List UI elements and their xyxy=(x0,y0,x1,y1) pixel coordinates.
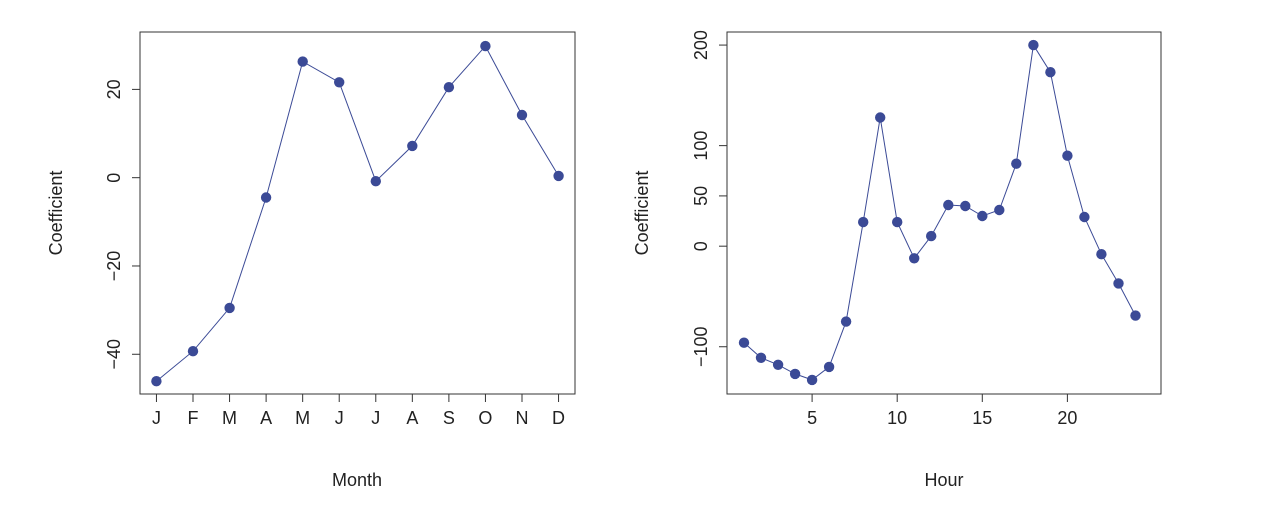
month-data-point xyxy=(443,82,455,93)
month-data-point xyxy=(407,140,418,152)
month-chart: J F M A M J J A S O N D −40 −20 0 20 Month Coefficient xyxy=(46,31,576,490)
month-y-axis: −40 −20 0 20 xyxy=(104,79,141,370)
hour-data-point xyxy=(1096,249,1107,260)
month-y-axis-label: Coefficient xyxy=(46,171,66,256)
hour-data-point xyxy=(755,352,767,363)
hour-data-point xyxy=(823,361,835,373)
month-y-tick-label: −40 xyxy=(104,339,124,370)
hour-x-tick-label: 15 xyxy=(972,408,992,428)
month-y-tick-label: 20 xyxy=(104,79,124,99)
hour-data-point xyxy=(789,368,801,380)
month-plot-frame xyxy=(139,31,576,395)
hour-y-tick-label: 100 xyxy=(691,131,711,161)
month-series xyxy=(151,40,564,387)
hour-data-point xyxy=(909,253,920,264)
hour-data-point xyxy=(858,216,869,228)
month-y-tick-label: −20 xyxy=(104,251,124,282)
month-series-line xyxy=(156,45,560,382)
hour-data-point xyxy=(943,199,954,211)
month-data-point xyxy=(480,40,491,52)
month-x-axis-label: Month xyxy=(332,470,382,490)
hour-series-line xyxy=(743,43,1136,381)
hour-data-point xyxy=(806,374,818,386)
month-x-tick-label: J xyxy=(371,408,380,428)
hour-data-point xyxy=(840,316,852,327)
month-x-tick-label: J xyxy=(152,408,161,428)
hour-y-tick-label: 0 xyxy=(691,241,711,251)
month-data-point xyxy=(370,176,381,187)
hour-data-point xyxy=(977,210,988,222)
hour-data-point xyxy=(772,359,784,370)
month-data-point xyxy=(260,192,272,203)
hour-data-point xyxy=(1130,310,1141,321)
month-x-tick-label: S xyxy=(443,408,455,428)
hour-data-point xyxy=(738,337,750,348)
hour-x-tick-label: 20 xyxy=(1057,408,1077,428)
hour-x-axis: 5 10 15 20 xyxy=(807,393,1077,428)
hour-x-axis-label: Hour xyxy=(924,470,963,490)
hour-data-point xyxy=(1045,67,1056,78)
hour-data-point xyxy=(960,200,971,212)
hour-x-tick-label: 10 xyxy=(887,408,907,428)
hour-data-point xyxy=(1079,211,1090,223)
month-data-point xyxy=(553,170,564,182)
month-x-tick-label: O xyxy=(478,408,492,428)
hour-y-tick-label: 50 xyxy=(691,186,711,206)
month-x-tick-label: A xyxy=(406,408,418,428)
hour-data-point xyxy=(1011,158,1022,169)
month-data-point xyxy=(224,302,235,314)
hour-y-axis: −100 0 50 100 200 xyxy=(691,30,728,367)
hour-y-tick-label: −100 xyxy=(691,326,711,367)
hour-data-point xyxy=(1062,150,1073,161)
month-x-tick-label: F xyxy=(188,408,199,428)
month-data-point xyxy=(297,56,308,67)
hour-data-point xyxy=(1028,39,1039,51)
hour-data-point xyxy=(994,204,1005,216)
month-x-tick-label: A xyxy=(260,408,272,428)
month-x-tick-label: D xyxy=(552,408,565,428)
month-data-point xyxy=(334,77,345,88)
month-x-tick-label: M xyxy=(222,408,237,428)
month-data-point xyxy=(516,109,528,121)
month-y-tick-label: 0 xyxy=(104,173,124,183)
month-x-tick-label: M xyxy=(295,408,310,428)
hour-y-tick-label: 200 xyxy=(691,30,711,60)
hour-series xyxy=(738,39,1141,386)
month-x-tick-label: N xyxy=(515,408,528,428)
hour-data-point xyxy=(875,112,886,123)
hour-y-axis-label: Coefficient xyxy=(632,171,652,256)
month-data-point xyxy=(187,346,199,357)
hour-data-point xyxy=(1113,278,1124,289)
month-x-tick-label: J xyxy=(335,408,344,428)
hour-data-point xyxy=(926,230,937,242)
hour-x-tick-label: 5 xyxy=(807,408,817,428)
month-data-point xyxy=(151,376,162,387)
hour-chart: 5 10 15 20 −100 0 50 100 200 Hour Coefficient xyxy=(632,30,1162,490)
hour-data-point xyxy=(892,216,903,228)
